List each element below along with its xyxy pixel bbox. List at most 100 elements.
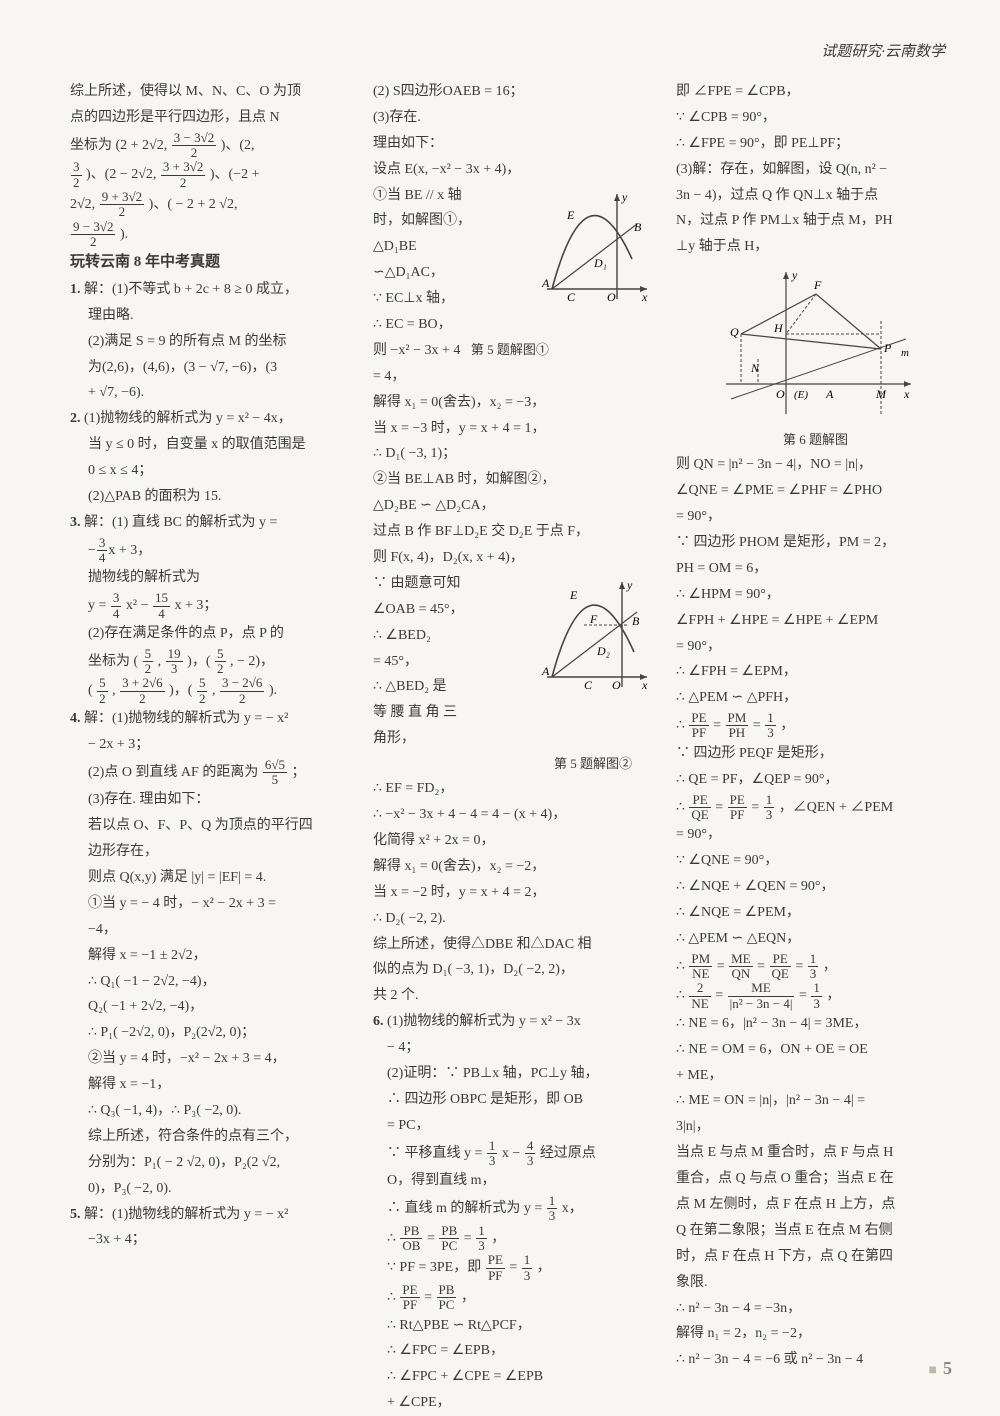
fraction: PBOB <box>400 1224 422 1254</box>
text: 9 − 3√22 ). <box>70 220 349 250</box>
text: 边形存在， <box>70 839 349 865</box>
svg-text:F: F <box>813 278 822 292</box>
text: ∴ NE = OM = 6，ON + OE = OE <box>676 1037 955 1063</box>
fraction: 3 + 3√22 <box>161 160 205 190</box>
text: 2√2, 9 + 3√22 )、( − 2 + 2 √2, <box>70 190 349 220</box>
fraction: 154 <box>153 591 170 621</box>
svg-text:H: H <box>773 321 784 335</box>
column-2: (2) S四边形OAEB = 16； (3)存在. 理由如下： 设点 E(x, … <box>373 79 652 1416</box>
svg-text:m: m <box>901 347 909 359</box>
text: ∠FPH + ∠HPE = ∠HPE + ∠EPM <box>676 608 955 634</box>
text: 时，点 F 在点 H 下方，点 Q 在第四 <box>676 1244 955 1270</box>
text: (2)点 O 到直线 AF 的距离为 <box>88 765 258 780</box>
figure-caption: 第 5 题解图① <box>471 342 549 357</box>
text: 综上所述，使得△DBE 和△DAC 相 <box>373 932 652 958</box>
text: ∴ −x² − 3x + 4 − 4 = 4 − (x + 4)， <box>373 802 652 828</box>
text: ∴ ∠FPE = 90°，即 PE⊥PF； <box>676 131 955 157</box>
text: y = <box>88 598 110 613</box>
text: ∴ 直线 m 的解析式为 y = <box>387 1201 546 1216</box>
q5: 5. 解：(1)抛物线的解析式为 y = − x² <box>70 1202 349 1228</box>
fraction: 2NE <box>689 981 710 1011</box>
fraction: 32 <box>71 160 82 190</box>
text: ①当 BE // x 轴 <box>373 183 522 209</box>
text: 当点 E 与点 M 重合时，点 F 与点 H <box>676 1140 955 1166</box>
figure-geometry-6: m F Q H P N O (E) A M x y <box>716 264 916 424</box>
text: ∴ D₁( −3, 1)； <box>373 441 652 467</box>
text: −34x + 3， <box>70 536 349 566</box>
text: 共 2 个. <box>373 983 652 1009</box>
fraction: PEQE <box>689 793 710 823</box>
text: ( <box>88 683 93 698</box>
text: ∴ PEQE = PEPF = 13 ，∠QEN + ∠PEM <box>676 793 955 823</box>
text: ∵ 平移直线 y = 13 x − 43 经过原点 <box>373 1139 652 1169</box>
text: −4， <box>70 917 349 943</box>
fraction: 13 <box>547 1194 558 1224</box>
text: (2)点 O 到直线 AF 的距离为 6√55 ； <box>70 758 349 788</box>
fraction: 52 <box>215 647 226 677</box>
text: − 4； <box>373 1035 652 1061</box>
text: ∴ ME = ON = |n|，|n² − 3n − 4| = <box>676 1088 955 1114</box>
svg-text:M: M <box>875 387 887 401</box>
text: ∠QNE = ∠PME = ∠PHF = ∠PHO <box>676 478 955 504</box>
q4: 4. 解：(1)抛物线的解析式为 y = − x² <box>70 706 349 732</box>
text: 解得 n₁ = 2，n₂ = −2， <box>676 1321 955 1347</box>
text: (1)抛物线的解析式为 y = x² − 3x <box>387 1014 581 1029</box>
text: 0)，P₃( −2, 0). <box>70 1176 349 1202</box>
text: ∴ ∠HPM = 90°， <box>676 582 955 608</box>
text: ∴ EC = BO， <box>373 312 522 338</box>
text: ∵ 由题意可知 <box>373 571 522 597</box>
fraction: PEPF <box>689 711 708 741</box>
text: 为(2,6)，(4,6)，(3 − √7, −6)，(3 <box>70 355 349 381</box>
svg-text:E: E <box>566 208 575 222</box>
text: ∴ <box>676 988 688 1003</box>
fraction: 52 <box>197 676 208 706</box>
text: 综上所述，符合条件的点有三个， <box>70 1124 349 1150</box>
fraction: 193 <box>166 647 183 677</box>
text: 坐标为 ( <box>88 654 138 669</box>
text: = <box>424 1290 435 1305</box>
column-1: 综上所述，使得以 M、N、C、O 为顶 点的四边形是平行四边形，且点 N 坐标为… <box>70 79 349 1416</box>
figure-parabola-1: E B A D₁ C O x y <box>522 189 652 309</box>
text: ⊥y 轴于点 H， <box>676 234 955 260</box>
text: (2)证明：∵ PB⊥x 轴，PC⊥y 轴， <box>373 1061 652 1087</box>
text: x + 3， <box>108 543 151 558</box>
svg-text:x: x <box>903 387 910 401</box>
text: 解：(1) 直线 BC 的解析式为 y = <box>84 515 277 530</box>
text: ). <box>120 227 128 242</box>
text: 则 −x² − 3x + 4 <box>373 343 460 358</box>
text: ， <box>780 718 794 733</box>
text: ∴ PEPF = PMPH = 13 ， <box>676 711 955 741</box>
fraction: 3 + 2√62 <box>120 676 164 706</box>
text: (1)抛物线的解析式为 y = x² − 4x， <box>84 411 292 426</box>
text: 设点 E(x, −x² − 3x + 4)， <box>373 157 652 183</box>
text: x − <box>502 1146 524 1161</box>
text: 当 x = −2 时，y = x + 4 = 2， <box>373 880 652 906</box>
text: 解：(1)抛物线的解析式为 y = − x² <box>84 711 288 726</box>
text: ∵ 四边形 PEQF 是矩形， <box>676 741 955 767</box>
fraction: 43 <box>525 1139 536 1169</box>
svg-text:F: F <box>589 612 598 626</box>
text: ∵ 平移直线 y = <box>387 1146 486 1161</box>
text: 重合，点 Q 与点 O 重合；当点 E 在 <box>676 1166 955 1192</box>
text: ∴ ∠BED₂ <box>373 623 522 649</box>
svg-text:y: y <box>621 190 628 204</box>
svg-text:D₁: D₁ <box>593 256 607 270</box>
figure-caption: 第 6 题解图 <box>676 428 955 452</box>
figure-parabola-2: E F B A D₂ C O x y <box>522 577 652 697</box>
fraction: 9 − 3√22 <box>71 220 115 250</box>
svg-text:B: B <box>632 614 640 628</box>
text: , <box>212 683 219 698</box>
text: ∵ 四边形 PHOM 是矩形，PM = 2， <box>676 530 955 556</box>
q6: 6. (1)抛物线的解析式为 y = x² − 3x <box>373 1009 652 1035</box>
text: (2)满足 S = 9 的所有点 M 的坐标 <box>70 329 349 355</box>
text: 当 x = −3 时，y = x + 4 = 1， <box>373 416 652 442</box>
text: 坐标为 (2 + 2√2, 3 − 3√22 )、(2, <box>70 131 349 161</box>
text: △D₁BE <box>373 234 522 260</box>
text: = 90°， <box>676 822 955 848</box>
svg-text:A: A <box>541 276 550 290</box>
content-columns: 综上所述，使得以 M、N、C、O 为顶 点的四边形是平行四边形，且点 N 坐标为… <box>70 79 955 1416</box>
fraction: 3 − 3√22 <box>172 131 216 161</box>
figure-caption: 第 5 题解图② <box>373 752 652 776</box>
text: 解得 x₁ = 0(舍去)，x₂ = −2， <box>373 854 652 880</box>
text: ②当 y = 4 时，−x² − 2x + 3 = 4， <box>70 1046 349 1072</box>
